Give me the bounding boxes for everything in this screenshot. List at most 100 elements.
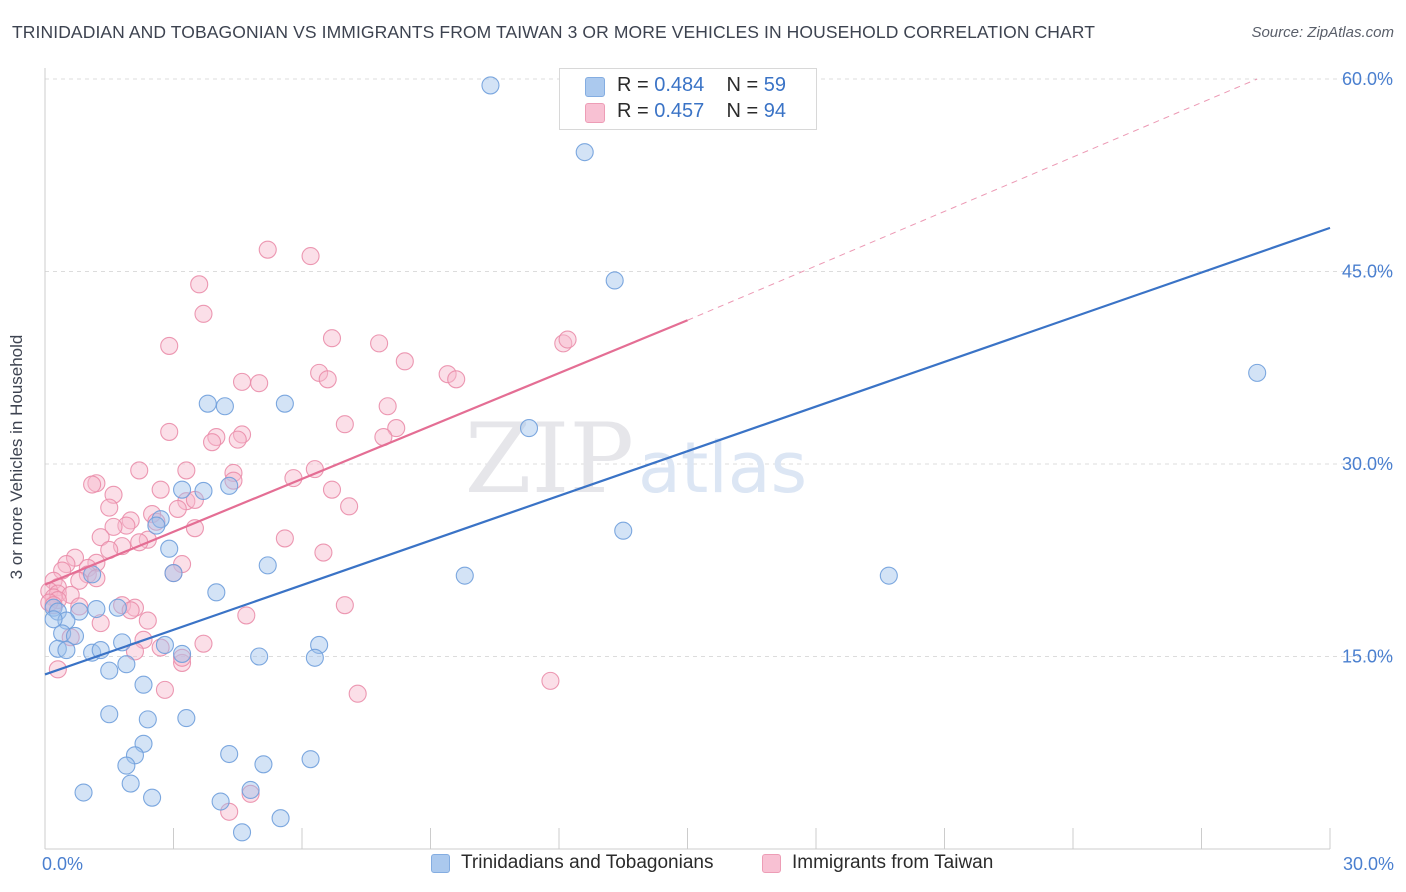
data-point <box>117 516 136 535</box>
data-point <box>194 634 213 653</box>
data-point <box>340 497 359 516</box>
data-point <box>275 394 294 413</box>
data-point <box>378 397 397 416</box>
source-label: Source: ZipAtlas.com <box>1251 24 1394 41</box>
n-label: N = <box>726 100 764 122</box>
data-point <box>614 521 633 540</box>
chart-title: TRINIDADIAN AND TOBAGONIAN VS IMMIGRANTS… <box>12 22 1096 42</box>
r-value: 0.484 <box>654 74 705 96</box>
r-label: R = <box>617 100 655 122</box>
data-point <box>519 419 539 438</box>
data-point <box>438 365 457 384</box>
x-tick-label: 30.0% <box>1343 854 1394 874</box>
data-point <box>879 566 898 585</box>
data-point <box>134 675 153 694</box>
data-point <box>220 744 239 764</box>
x-tick-label: 0.0% <box>42 854 83 874</box>
data-point <box>455 566 474 585</box>
data-point <box>194 304 213 323</box>
y-tick-label: 30.0% <box>1342 454 1393 474</box>
data-point <box>100 661 119 680</box>
data-point <box>91 614 110 633</box>
data-point <box>1248 363 1267 382</box>
axes <box>44 68 1331 850</box>
data-point <box>228 430 247 449</box>
data-point <box>160 336 179 355</box>
data-point <box>194 481 213 501</box>
data-point <box>155 680 174 699</box>
data-point <box>117 756 136 775</box>
r-value: 0.457 <box>654 100 705 122</box>
legend-swatch-pink <box>585 103 605 123</box>
series-1 <box>40 240 577 821</box>
data-point <box>305 648 324 667</box>
data-point <box>44 610 63 629</box>
legend-swatch-blue <box>585 77 605 97</box>
data-point <box>301 750 320 769</box>
tick-labels: 15.0% 30.0% 45.0% 60.0% 0.0% 30.0% <box>42 69 1394 874</box>
data-point <box>395 352 414 371</box>
legend-swatch-blue <box>431 854 450 873</box>
y-tick-label: 45.0% <box>1342 262 1393 282</box>
data-point <box>151 480 170 499</box>
y-axis-label: 3 or more Vehicles in Household <box>7 334 26 580</box>
data-point <box>168 499 187 518</box>
series-legend: Trinidadians and Tobagonians Immigrants … <box>0 852 1406 878</box>
data-point <box>173 644 192 663</box>
legend-label: Trinidadians and Tobagonians <box>461 852 714 873</box>
watermark-atlas: atlas <box>638 427 807 509</box>
y-tick-label: 60.0% <box>1342 69 1393 89</box>
data-point <box>160 539 179 558</box>
data-point <box>211 792 230 811</box>
data-point <box>318 370 337 389</box>
data-point <box>164 564 183 583</box>
data-point <box>258 556 277 575</box>
watermark-zip: ZIP <box>465 403 634 515</box>
trend-line-1 <box>44 319 688 586</box>
trend-line-extension-1 <box>687 78 1258 321</box>
data-point <box>138 611 157 630</box>
data-point <box>314 543 333 562</box>
data-point <box>138 710 157 729</box>
legend-swatch-pink <box>762 854 781 873</box>
data-point <box>301 247 320 266</box>
data-point <box>130 461 149 480</box>
data-point <box>108 598 127 617</box>
data-point <box>241 784 260 803</box>
data-points <box>40 76 1267 842</box>
data-point <box>250 647 269 666</box>
data-point <box>91 528 110 547</box>
data-point <box>575 143 594 162</box>
gridlines <box>45 78 1392 657</box>
data-point <box>232 372 252 391</box>
data-point <box>177 709 196 728</box>
data-point <box>237 606 256 625</box>
data-point <box>271 809 290 828</box>
data-point <box>258 240 277 259</box>
data-point <box>254 755 273 774</box>
data-point <box>335 596 354 615</box>
n-label: N = <box>726 74 764 96</box>
data-point <box>143 788 162 807</box>
r-label: R = <box>617 74 655 96</box>
data-point <box>275 529 294 548</box>
data-point <box>250 374 269 393</box>
data-point <box>220 476 239 495</box>
data-point <box>447 370 466 389</box>
data-point <box>65 626 85 646</box>
data-point <box>203 433 222 452</box>
data-point <box>87 599 106 619</box>
legend-label: Immigrants from Taiwan <box>792 852 994 873</box>
data-point <box>83 475 102 494</box>
data-point <box>198 394 217 413</box>
data-point <box>481 76 500 95</box>
data-point <box>207 583 226 602</box>
data-point <box>100 498 119 517</box>
data-point <box>100 705 119 724</box>
data-point <box>173 648 192 667</box>
n-value: 59 <box>763 74 787 96</box>
data-point <box>173 480 192 499</box>
n-value: 94 <box>763 100 787 122</box>
data-point <box>322 480 342 499</box>
